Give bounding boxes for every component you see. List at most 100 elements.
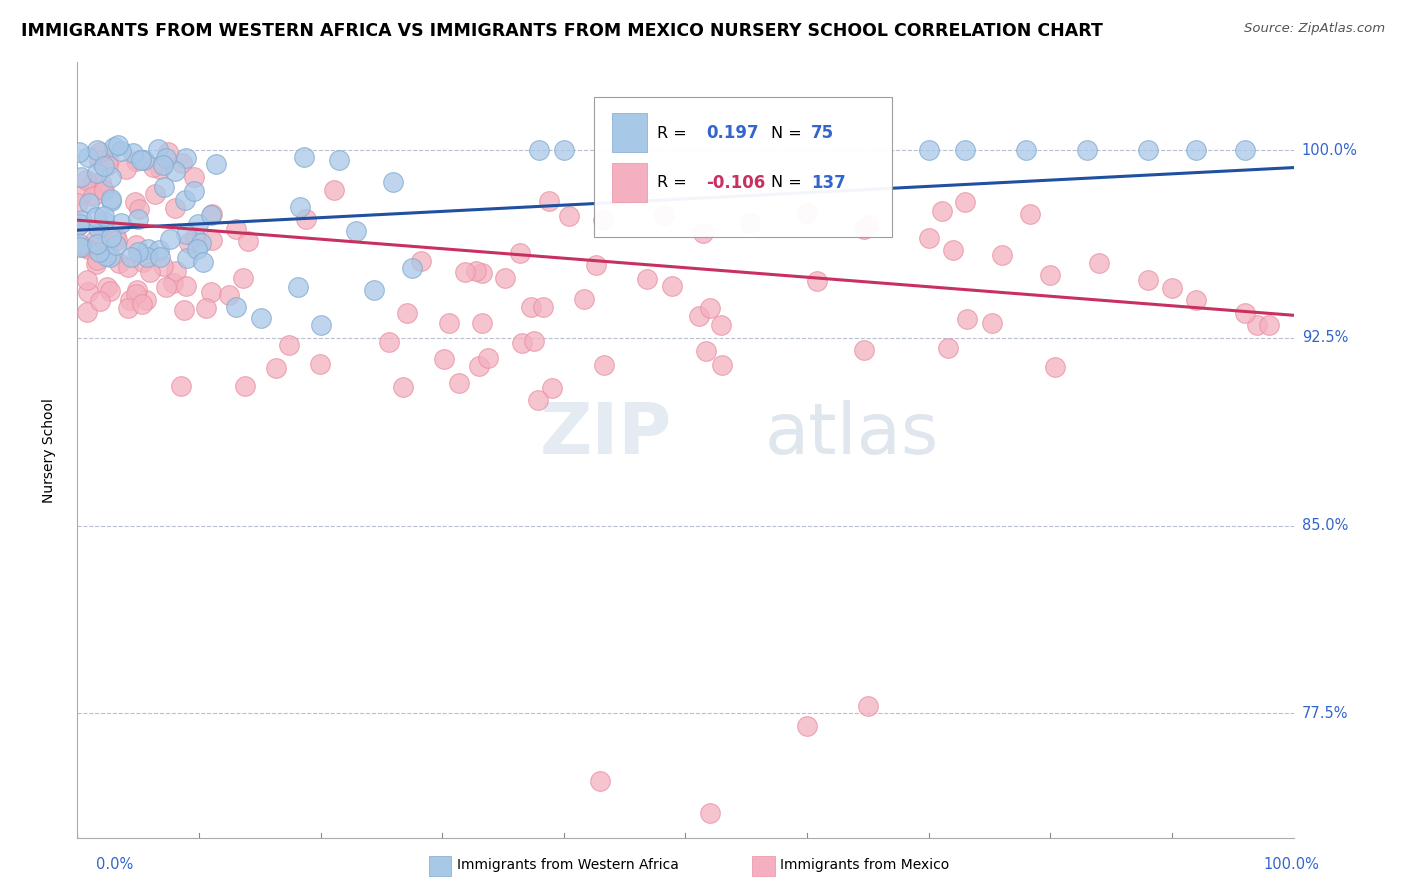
Point: [115, 162, 138, 177]
Point: [80, 176, 103, 190]
Point: [174, 194, 197, 208]
Point: [142, 160, 165, 174]
Point: [225, 222, 247, 236]
Point: [107, 138, 129, 153]
Point: [1019, 207, 1042, 221]
Text: 92.5%: 92.5%: [1302, 330, 1348, 345]
Text: -0.106: -0.106: [706, 174, 765, 192]
Point: [163, 201, 186, 215]
Text: 85.0%: 85.0%: [1302, 518, 1348, 533]
Point: [127, 244, 149, 259]
Point: [152, 180, 174, 194]
Point: [205, 157, 228, 171]
Point: [344, 224, 367, 238]
Point: [553, 143, 575, 157]
Point: [531, 301, 554, 315]
Point: [98, 250, 121, 264]
Point: [287, 280, 309, 294]
Point: [97, 153, 120, 168]
Text: 100.0%: 100.0%: [1302, 143, 1358, 158]
Text: 75: 75: [811, 124, 834, 142]
Point: [1039, 268, 1062, 283]
Point: [509, 245, 531, 260]
Point: [117, 260, 139, 274]
Point: [468, 359, 491, 373]
Point: [76, 304, 98, 318]
Point: [225, 300, 247, 314]
Point: [86, 143, 108, 157]
Point: [75, 173, 97, 187]
Point: [527, 393, 550, 408]
Point: [395, 305, 418, 319]
Text: atlas: atlas: [765, 401, 939, 469]
Point: [187, 217, 209, 231]
Point: [67, 196, 90, 211]
Point: [69, 240, 91, 254]
Text: 100.0%: 100.0%: [1263, 857, 1319, 872]
Point: [980, 316, 1002, 330]
Point: [572, 292, 595, 306]
Point: [931, 204, 953, 219]
Point: [699, 806, 721, 821]
Point: [191, 255, 214, 269]
Text: IMMIGRANTS FROM WESTERN AFRICA VS IMMIGRANTS FROM MEXICO NURSERY SCHOOL CORRELAT: IMMIGRANTS FROM WESTERN AFRICA VS IMMIGR…: [21, 22, 1102, 40]
Point: [589, 773, 612, 788]
Point: [162, 276, 184, 290]
Point: [77, 150, 100, 164]
Text: Immigrants from Mexico: Immigrants from Mexico: [780, 858, 949, 872]
Point: [125, 153, 148, 168]
Point: [103, 140, 125, 154]
Point: [89, 294, 111, 309]
Point: [149, 250, 172, 264]
Point: [89, 153, 111, 167]
Point: [494, 271, 516, 285]
Point: [67, 219, 90, 233]
Point: [170, 156, 193, 170]
Point: [77, 195, 100, 210]
Text: ZIP: ZIP: [540, 401, 672, 469]
Point: [72, 240, 94, 254]
Point: [401, 261, 423, 276]
Point: [155, 280, 177, 294]
Point: [953, 143, 976, 157]
Point: [856, 698, 879, 713]
Point: [433, 352, 456, 367]
Point: [540, 381, 562, 395]
Point: [90, 219, 112, 234]
Point: [190, 236, 212, 251]
Point: [143, 187, 166, 202]
Point: [132, 254, 155, 268]
Text: Source: ZipAtlas.com: Source: ZipAtlas.com: [1244, 22, 1385, 36]
Point: [520, 301, 543, 315]
Point: [94, 249, 117, 263]
Point: [411, 253, 433, 268]
Point: [200, 208, 222, 222]
Point: [149, 161, 172, 176]
Point: [471, 266, 494, 280]
Point: [201, 234, 224, 248]
Point: [136, 250, 159, 264]
Point: [87, 244, 110, 259]
Point: [127, 212, 149, 227]
Point: [1088, 256, 1111, 270]
Point: [447, 376, 470, 391]
Point: [328, 153, 350, 168]
Point: [688, 309, 710, 323]
Text: R =: R =: [658, 175, 692, 190]
FancyBboxPatch shape: [595, 97, 893, 237]
Point: [174, 227, 197, 241]
Point: [1185, 143, 1208, 157]
Point: [138, 242, 160, 256]
Point: [104, 238, 127, 252]
Point: [471, 317, 494, 331]
Point: [956, 312, 979, 326]
Point: [93, 159, 115, 173]
Point: [110, 216, 132, 230]
Point: [100, 169, 122, 184]
Point: [918, 230, 941, 244]
Point: [1136, 143, 1159, 157]
Point: [98, 284, 121, 298]
Point: [796, 205, 818, 219]
Point: [69, 188, 91, 202]
Point: [117, 301, 139, 315]
